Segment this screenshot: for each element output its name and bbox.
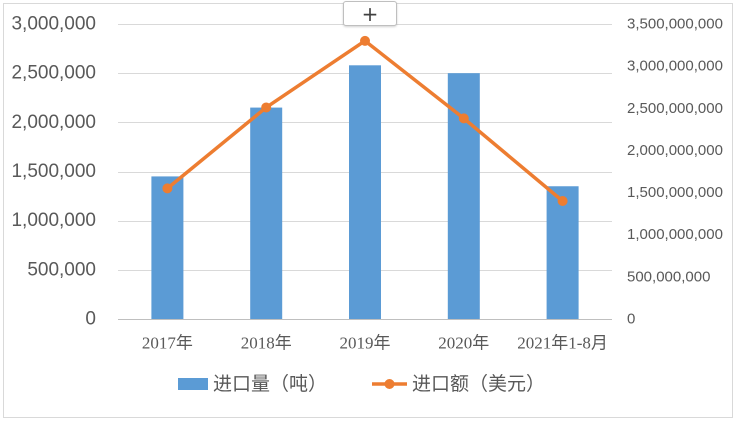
x-axis-category-label: 2017年 bbox=[142, 334, 193, 353]
x-axis-category-label: 2018年 bbox=[241, 334, 292, 353]
legend-marker-import-value bbox=[384, 379, 395, 389]
left-axis-tick-label: 0 bbox=[85, 309, 96, 330]
import-value-point-5 bbox=[557, 196, 568, 206]
x-axis-category-label: 2020年 bbox=[438, 334, 489, 353]
right-axis-tick-label: 2,000,000,000 bbox=[627, 142, 723, 159]
import-volume-bar-1 bbox=[151, 176, 184, 319]
left-axis-tick-label: 500,000 bbox=[27, 259, 96, 280]
import-value-point-4 bbox=[458, 113, 469, 124]
legend: 进口量（吨） 进口额（美元） bbox=[178, 373, 545, 395]
right-axis-tick-label: 1,500,000,000 bbox=[627, 184, 723, 201]
chart-elements-add-button[interactable]: + bbox=[343, 1, 397, 26]
right-axis-tick-label: 0 bbox=[627, 311, 635, 328]
left-axis-tick-label: 1,500,000 bbox=[11, 161, 96, 182]
import-volume-bar-3 bbox=[349, 65, 381, 319]
import-value-point-2 bbox=[261, 102, 272, 113]
import-volume-bar-5 bbox=[546, 186, 579, 319]
x-axis-category-label: 2019年 bbox=[340, 334, 391, 353]
legend-label-import-volume: 进口量（吨） bbox=[213, 373, 327, 395]
right-axis-tick-label: 500,000,000 bbox=[627, 268, 710, 285]
left-axis-tick-label: 2,000,000 bbox=[11, 112, 96, 133]
import-value-point-1 bbox=[162, 183, 173, 194]
import-volume-bar-2 bbox=[250, 107, 283, 319]
right-axis-tick-label: 2,500,000,000 bbox=[627, 100, 723, 117]
right-axis-tick-label: 3,500,000,000 bbox=[627, 16, 723, 33]
axis-labels: 0 500,000 1,000,000 1,500,000 2,000,000 2,500… bbox=[11, 14, 722, 353]
import-volume-bars bbox=[151, 65, 579, 320]
x-axis-category-label: 2021年1-8月 bbox=[517, 334, 608, 353]
right-axis-tick-label: 1,000,000,000 bbox=[627, 226, 723, 243]
legend-label-import-value: 进口额（美元） bbox=[412, 373, 545, 395]
legend-swatch-import-volume bbox=[178, 378, 208, 390]
right-axis-tick-label: 3,000,000,000 bbox=[627, 58, 723, 75]
left-axis-tick-label: 1,000,000 bbox=[11, 210, 96, 231]
left-axis-tick-label: 2,500,000 bbox=[11, 63, 96, 84]
left-axis-tick-label: 3,000,000 bbox=[11, 14, 96, 35]
import-value-point-3 bbox=[360, 35, 370, 46]
import-value-line bbox=[162, 35, 568, 206]
